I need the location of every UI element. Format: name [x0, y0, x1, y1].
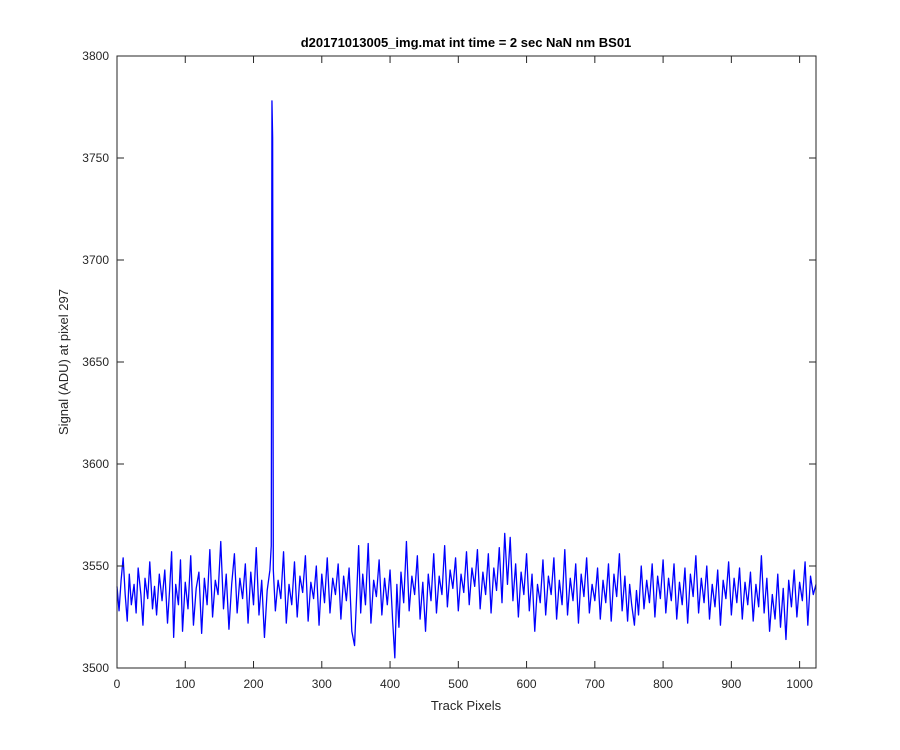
x-tick-label: 400: [380, 677, 400, 691]
y-ticks: 3500 3550 3600 3650 3700 3750 3800: [82, 49, 816, 675]
x-axis-label: Track Pixels: [431, 698, 502, 713]
y-axis-label: Signal (ADU) at pixel 297: [56, 289, 71, 435]
x-tick-label: 1000: [786, 677, 813, 691]
y-tick-label: 3600: [82, 457, 109, 471]
x-tick-label: 500: [448, 677, 468, 691]
y-tick-label: 3800: [82, 49, 109, 63]
x-tick-label: 0: [114, 677, 121, 691]
series-layer: [116, 100, 817, 659]
x-tick-label: 700: [585, 677, 605, 691]
y-tick-label: 3650: [82, 355, 109, 369]
chart-title: d20171013005_img.mat int time = 2 sec Na…: [301, 35, 632, 50]
x-tick-label: 100: [175, 677, 195, 691]
y-tick-label: 3750: [82, 151, 109, 165]
y-tick-label: 3500: [82, 661, 109, 675]
series-line-1: [116, 100, 817, 659]
y-tick-label: 3550: [82, 559, 109, 573]
x-tick-label: 300: [312, 677, 332, 691]
x-tick-label: 900: [721, 677, 741, 691]
x-ticks: 0 100 200 300 400 500 600 700 800 900 1000: [114, 56, 813, 691]
x-tick-label: 800: [653, 677, 673, 691]
x-tick-label: 600: [517, 677, 537, 691]
y-tick-label: 3700: [82, 253, 109, 267]
x-tick-label: 200: [244, 677, 264, 691]
